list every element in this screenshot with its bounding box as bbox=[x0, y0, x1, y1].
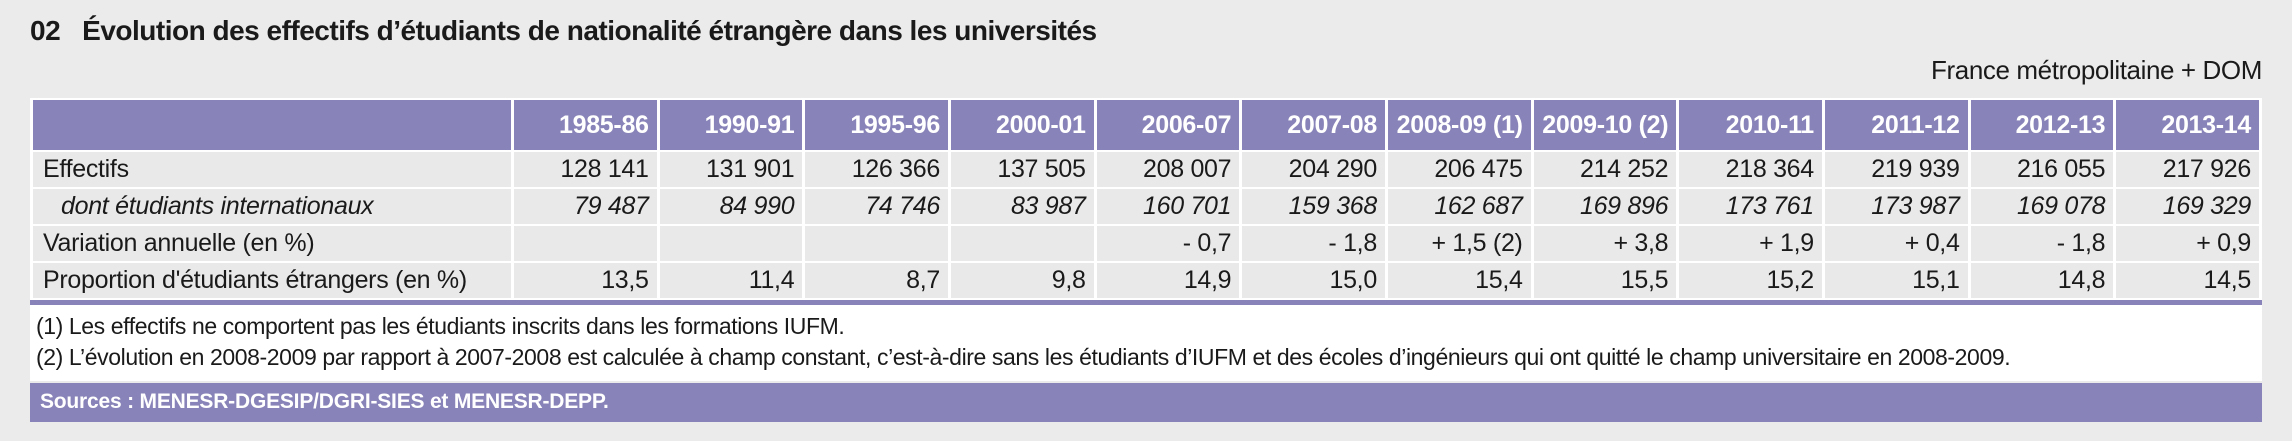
table-cell: 14,8 bbox=[1970, 263, 2114, 298]
table-cell: 14,5 bbox=[2116, 263, 2259, 298]
table-cell: 217 926 bbox=[2116, 152, 2259, 187]
table-bottom-rule bbox=[30, 300, 2262, 305]
year-column-header: 2011-12 bbox=[1824, 100, 1968, 150]
table-cell: + 3,8 bbox=[1533, 226, 1677, 261]
table-number: 02 bbox=[30, 15, 61, 46]
table-cell: 214 252 bbox=[1533, 152, 1677, 187]
page-title-row: 02 Évolution des effectifs d’étudiants de… bbox=[30, 12, 2262, 50]
table-cell bbox=[514, 226, 657, 261]
table-cell: 218 364 bbox=[1679, 152, 1822, 187]
row-label: Effectifs bbox=[33, 152, 511, 187]
row-label: Proportion d'étudiants étrangers (en %) bbox=[33, 263, 511, 298]
table-cell: 83 987 bbox=[950, 189, 1094, 224]
footnotes: (1) Les effectifs ne comportent pas les … bbox=[30, 305, 2262, 381]
footnote-2: (2) L’évolution en 2008-2009 par rapport… bbox=[36, 344, 2011, 370]
table-cell: 160 701 bbox=[1096, 189, 1240, 224]
header-empty-cell bbox=[33, 100, 511, 150]
table-cell: - 0,7 bbox=[1096, 226, 1240, 261]
table-cell: 126 366 bbox=[805, 152, 948, 187]
table-cell: 173 761 bbox=[1679, 189, 1822, 224]
table-cell: 9,8 bbox=[950, 263, 1094, 298]
table-header-row: 1985-86 1990-91 1995-96 2000-01 2006-07 … bbox=[33, 100, 2259, 150]
table-cell: 169 078 bbox=[1970, 189, 2114, 224]
table-cell: 131 901 bbox=[659, 152, 803, 187]
table-cell: 162 687 bbox=[1387, 189, 1531, 224]
table-cell: 74 746 bbox=[805, 189, 948, 224]
table-cell: 159 368 bbox=[1242, 189, 1385, 224]
year-column-header: 2007-08 bbox=[1242, 100, 1385, 150]
table-cell: 11,4 bbox=[659, 263, 803, 298]
table-cell: 216 055 bbox=[1970, 152, 2114, 187]
table-cell: - 1,8 bbox=[1970, 226, 2114, 261]
year-column-header: 2006-07 bbox=[1096, 100, 1240, 150]
geo-scope-label: France métropolitaine + DOM bbox=[1931, 55, 2262, 85]
table-cell bbox=[659, 226, 803, 261]
table-cell: 15,2 bbox=[1679, 263, 1822, 298]
table-cell: + 1,5 (2) bbox=[1387, 226, 1531, 261]
table-cell: 79 487 bbox=[514, 189, 657, 224]
data-table: 1985-86 1990-91 1995-96 2000-01 2006-07 … bbox=[30, 98, 2262, 300]
table-cell: + 0,4 bbox=[1824, 226, 1968, 261]
table-cell: 13,5 bbox=[514, 263, 657, 298]
table-row-variation: Variation annuelle (en %) - 0,7 - 1,8 + … bbox=[33, 226, 2259, 261]
table-cell: 204 290 bbox=[1242, 152, 1385, 187]
table-cell: 208 007 bbox=[1096, 152, 1240, 187]
table-cell bbox=[805, 226, 948, 261]
row-label: Variation annuelle (en %) bbox=[33, 226, 511, 261]
table-cell: 137 505 bbox=[950, 152, 1094, 187]
table-row-effectifs: Effectifs 128 141 131 901 126 366 137 50… bbox=[33, 152, 2259, 187]
table-cell: 169 896 bbox=[1533, 189, 1677, 224]
table-cell: - 1,8 bbox=[1242, 226, 1385, 261]
table-cell: 206 475 bbox=[1387, 152, 1531, 187]
year-column-header: 2009-10 (2) bbox=[1533, 100, 1677, 150]
year-column-header: 1995-96 bbox=[805, 100, 948, 150]
sources-bar: Sources : MENESR-DGESIP/DGRI-SIES et MEN… bbox=[30, 383, 2262, 422]
year-column-header: 2010-11 bbox=[1679, 100, 1822, 150]
page-title: Évolution des effectifs d’étudiants de n… bbox=[82, 15, 1097, 46]
table-cell bbox=[950, 226, 1094, 261]
table-cell: 15,5 bbox=[1533, 263, 1677, 298]
year-column-header: 2008-09 (1) bbox=[1387, 100, 1531, 150]
table-cell: 219 939 bbox=[1824, 152, 1968, 187]
year-column-header: 2012-13 bbox=[1970, 100, 2114, 150]
table-cell: + 0,9 bbox=[2116, 226, 2259, 261]
table-cell: 8,7 bbox=[805, 263, 948, 298]
page: 02 Évolution des effectifs d’étudiants de… bbox=[30, 12, 2262, 422]
table-cell: 14,9 bbox=[1096, 263, 1240, 298]
table-row-proportion: Proportion d'étudiants étrangers (en %) … bbox=[33, 263, 2259, 298]
table-cell: + 1,9 bbox=[1679, 226, 1822, 261]
table-cell: 15,0 bbox=[1242, 263, 1385, 298]
year-column-header: 2000-01 bbox=[950, 100, 1094, 150]
table-cell: 15,1 bbox=[1824, 263, 1968, 298]
table-cell: 128 141 bbox=[514, 152, 657, 187]
table-cell: 173 987 bbox=[1824, 189, 1968, 224]
table-cell: 169 329 bbox=[2116, 189, 2259, 224]
row-label: dont étudiants internationaux bbox=[33, 189, 511, 224]
table-row-internationaux: dont étudiants internationaux 79 487 84 … bbox=[33, 189, 2259, 224]
footnote-1: (1) Les effectifs ne comportent pas les … bbox=[36, 313, 845, 339]
year-column-header: 1985-86 bbox=[514, 100, 657, 150]
year-column-header: 2013-14 bbox=[2116, 100, 2259, 150]
year-column-header: 1990-91 bbox=[659, 100, 803, 150]
table-cell: 15,4 bbox=[1387, 263, 1531, 298]
table-cell: 84 990 bbox=[659, 189, 803, 224]
